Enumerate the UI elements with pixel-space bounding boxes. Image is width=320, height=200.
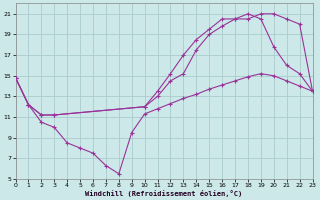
X-axis label: Windchill (Refroidissement éolien,°C): Windchill (Refroidissement éolien,°C) (85, 190, 243, 197)
